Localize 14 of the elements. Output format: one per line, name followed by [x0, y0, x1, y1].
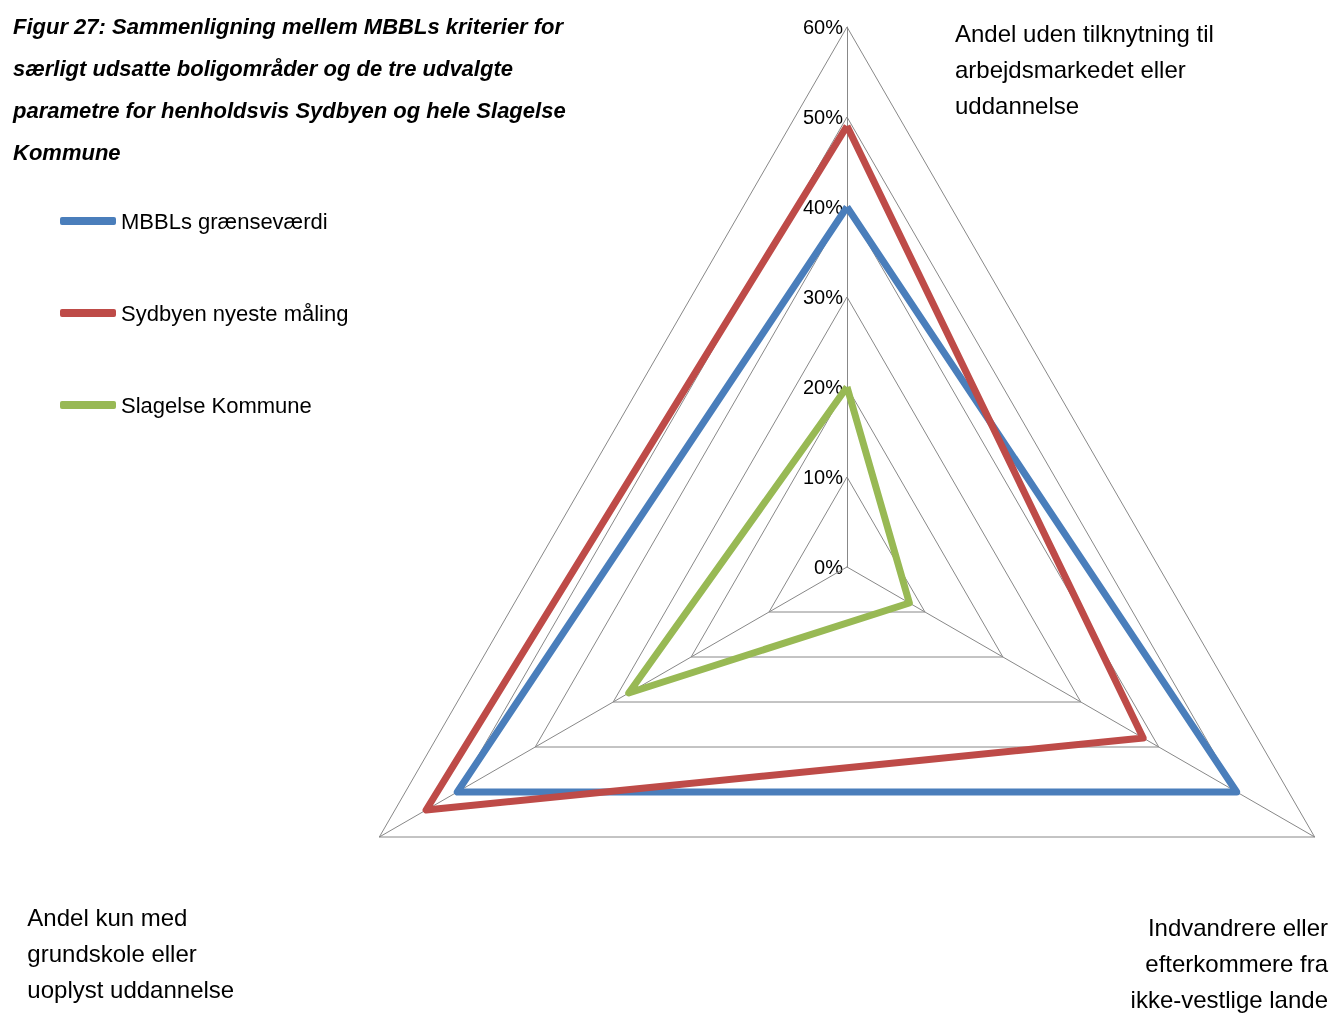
y-tick-label: 30% [802, 286, 844, 308]
y-tick-label: 0% [814, 556, 844, 578]
text: Figur 27: Sammenligning mellem MBBLs kriterier for særligt udsatte boligområder og de tre udvalgte parametre for henholdsvis Sydbyen og hele Slagelse Kommune [12, 13, 572, 165]
legend-label: Slagelse Kommune [121, 392, 312, 418]
y-tick-label: 60% [802, 16, 844, 38]
y-tick-label: 20% [802, 376, 844, 398]
legend-label: MBBLs grænseværdi [121, 208, 328, 234]
legend-label: Sydbyen nyeste måling [121, 300, 349, 326]
y-tick-label: 40% [802, 196, 844, 218]
y-tick-label: 10% [802, 466, 844, 488]
spoke-label: Andel uden tilknytning til arbejdsmarkedet eller uddannelse [955, 19, 1214, 119]
spoke-label: Andel kun med grundskole eller uoplyst uddannelse [27, 903, 235, 1003]
spoke-label: Indvandrere eller efterkommere fra ikke-vestlige lande [1130, 913, 1329, 1013]
y-tick-label: 50% [802, 106, 844, 128]
